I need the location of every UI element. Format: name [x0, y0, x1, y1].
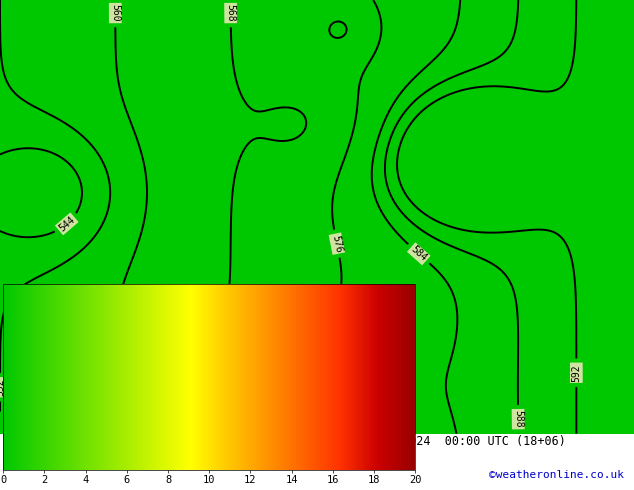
Text: 552: 552 — [0, 378, 5, 396]
Text: 576: 576 — [330, 234, 344, 253]
Text: ©weatheronline.co.uk: ©weatheronline.co.uk — [489, 470, 624, 480]
Text: 592: 592 — [571, 364, 581, 382]
Text: 560: 560 — [110, 4, 120, 22]
Text: 568: 568 — [226, 4, 236, 22]
Text: Height 500 hPa  Spread mean+σ [gpdm]  GFS ENS  Fr 20-09-2024  00:00 UTC (18+06): Height 500 hPa Spread mean+σ [gpdm] GFS … — [3, 435, 566, 448]
Text: 544: 544 — [57, 214, 77, 233]
Text: 584: 584 — [409, 244, 429, 264]
Text: 588: 588 — [513, 410, 523, 428]
